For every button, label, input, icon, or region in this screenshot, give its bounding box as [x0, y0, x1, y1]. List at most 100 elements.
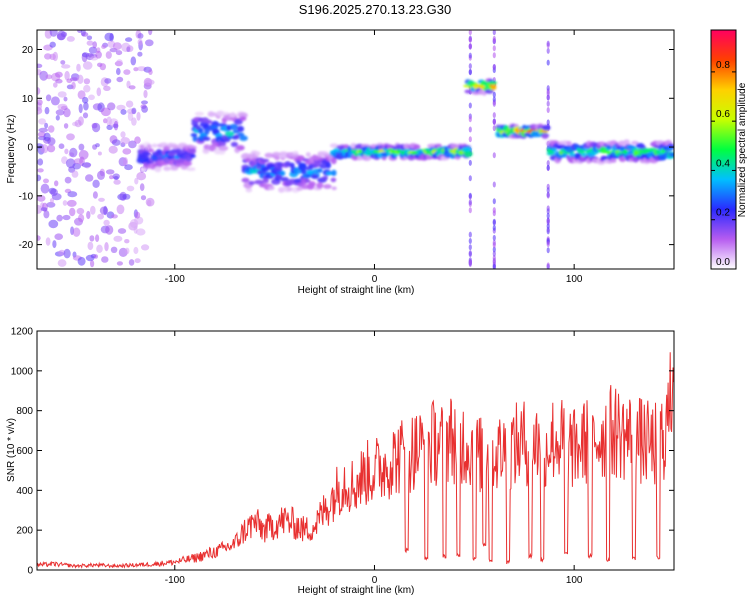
spectrogram-cell: [57, 91, 67, 98]
spectrogram-cell: [316, 168, 323, 173]
spectrogram-cell: [77, 256, 86, 266]
spectrogram-cell: [69, 77, 79, 82]
spectrogram-cell: [85, 174, 94, 182]
spectrogram-cell: [95, 234, 100, 242]
snr-y-tick-label: 400: [16, 486, 33, 497]
spectrogram-streak-cell: [468, 63, 472, 70]
spectrogram-streak-cell: [468, 36, 472, 43]
spectrogram-cell: [668, 152, 674, 158]
spectrogram-cell: [111, 214, 118, 219]
spectrogram-cell: [69, 147, 78, 158]
spectrogram-cell: [274, 155, 281, 161]
spectrogram-cell: [66, 199, 77, 207]
spectrogram-cell: [198, 127, 204, 134]
spectrogram-cell: [76, 207, 85, 215]
spectrogram-streak-cell: [468, 102, 472, 109]
spectrogram-cell: [131, 107, 137, 115]
spectrogram-cell: [305, 179, 311, 183]
spectrogram-cell: [124, 239, 130, 244]
spectrogram-cell: [40, 183, 50, 194]
spectrogram-streak-cell: [546, 90, 550, 97]
spectrogram-cell: [610, 158, 617, 163]
spectrogram-streak-cell: [468, 69, 472, 76]
spectrogram-cell: [140, 195, 147, 201]
spectrogram-cell: [202, 136, 211, 141]
spectrogram-cell: [63, 123, 69, 129]
spectrogram-cell: [52, 51, 58, 62]
spectrogram-streak-cell: [468, 231, 472, 238]
colorbar-frame: [710, 29, 737, 270]
spectrogram-cell: [97, 170, 105, 180]
snr-y-tick-label: 1000: [11, 366, 34, 377]
spectrogram-frame: [36, 29, 675, 270]
snr-y-ticks: 0 200 400 600 800 1000 1200: [11, 327, 674, 577]
spectrogram-streak-cell: [468, 175, 472, 182]
spectrogram-cell: [566, 140, 572, 147]
spectrogram-y-ticks: -20 -10 0 10 20: [19, 45, 674, 251]
spectrogram-cell: [60, 60, 66, 65]
spectrogram-cell: [44, 122, 49, 129]
spectrogram-cell: [45, 94, 52, 102]
spectrogram-cell: [145, 39, 154, 47]
spectrogram-streak-cell: [492, 219, 496, 226]
spectrogram-cell: [37, 235, 41, 241]
spectrogram-cell: [204, 128, 210, 135]
spectrogram-cell: [210, 125, 219, 130]
spectrogram-cell: [49, 198, 55, 203]
spectrogram-cell: [90, 260, 95, 268]
spectrogram-cell: [239, 135, 248, 141]
spectrogram-cell: [107, 102, 116, 111]
spectrogram-cell: [67, 191, 78, 198]
colorbar-tick-label: 0.2: [716, 208, 730, 219]
spectrogram-cell: [55, 71, 63, 78]
spectrogram-cell: [116, 59, 123, 66]
spectrogram-cell: [37, 195, 46, 202]
spectrogram-cell: [56, 214, 63, 222]
spectrogram-cell: [37, 174, 42, 182]
spectrogram-cell: [103, 205, 108, 216]
spectrogram-cell: [64, 148, 69, 155]
spectrogram-streak-cell: [468, 259, 472, 265]
spectrogram-cell: [280, 170, 286, 176]
spectrogram-cell: [189, 148, 196, 155]
spectrogram-cell: [135, 228, 146, 236]
spectrogram-cell: [148, 69, 153, 75]
spectrogram-streak-cell: [492, 246, 496, 253]
spectrogram-streak-cell: [546, 187, 550, 194]
spectrogram-cell: [49, 30, 58, 37]
spectrogram-cell: [78, 214, 85, 223]
spectrogram-cell: [141, 244, 150, 251]
spectrogram-cell: [47, 137, 56, 146]
spectrogram-cell: [463, 150, 473, 158]
spectrogram-cell: [50, 96, 60, 106]
spectrogram-cell: [54, 233, 63, 240]
spectrogram-cell: [117, 228, 127, 234]
spectrogram-cell: [124, 164, 133, 171]
spectrogram-cell: [116, 204, 125, 215]
spectrogram-noise-layer: [37, 30, 550, 269]
spectrogram-streak-cell: [492, 224, 496, 231]
spectrogram-cell: [72, 227, 81, 237]
spectrogram-cell: [123, 157, 128, 167]
snr-x-ticks: -100 0 100: [165, 331, 583, 586]
colorbar-label: Normalized spectral amplitude: [737, 82, 748, 217]
spectrogram-cell: [280, 177, 289, 182]
spectrogram-cell: [224, 131, 235, 137]
snr-panel: -100 0 100 0 200 400 600 800 1000 1200 Height of…: [6, 327, 675, 596]
spectrogram-cell: [190, 154, 196, 158]
snr-x-tick-label: 0: [372, 575, 378, 586]
spectrogram-cell: [77, 74, 84, 85]
spectrogram-cell: [96, 244, 103, 253]
spectrogram-cell: [330, 177, 337, 183]
spectrogram-streak-cell: [546, 217, 550, 224]
spectrogram-cell: [112, 123, 119, 129]
spectrogram-cell: [296, 186, 304, 191]
spectrogram-cell: [236, 125, 245, 132]
spectrogram-cell: [137, 51, 143, 57]
snr-x-axis-label: Height of straight line (km): [298, 585, 415, 596]
spectrogram-cell: [110, 246, 118, 253]
spectrogram-cell: [240, 116, 247, 121]
spectrogram-cell: [116, 76, 124, 83]
spectrogram-cell: [272, 151, 281, 157]
spectrogram-cell: [113, 179, 121, 185]
